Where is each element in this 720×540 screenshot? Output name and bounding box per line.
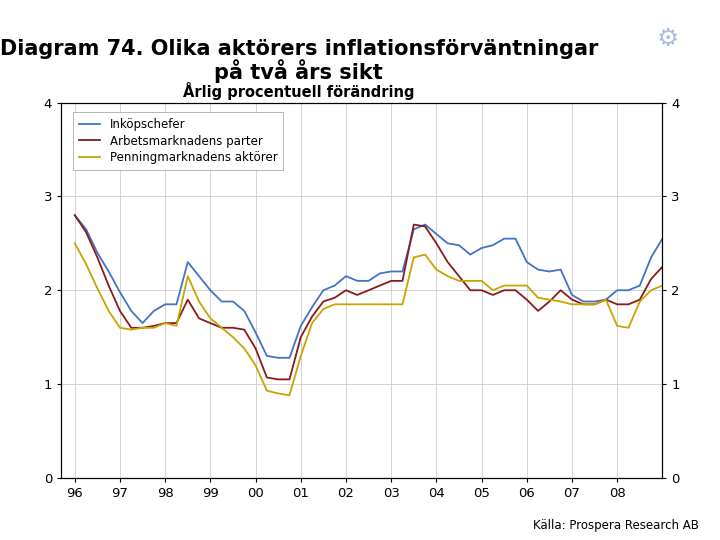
Inköpschefer <box>93 249 102 256</box>
Inköpschefer <box>703 193 712 200</box>
Text: SVERIGES
RIKSBANK: SVERIGES RIKSBANK <box>647 70 688 84</box>
Text: Diagram 74. Olika aktörers inflationsförväntningar: Diagram 74. Olika aktörers inflationsför… <box>0 38 598 59</box>
Arbetsmarknadens parter <box>104 282 113 289</box>
Line: Penningmarknadens aktörer: Penningmarknadens aktörer <box>75 244 708 395</box>
Arbetsmarknadens parter <box>353 292 361 298</box>
Text: ⚙: ⚙ <box>656 26 679 51</box>
Penningmarknadens aktörer <box>104 308 113 314</box>
Inköpschefer <box>104 268 113 275</box>
Penningmarknadens aktörer <box>285 392 294 399</box>
Legend: Inköpschefer, Arbetsmarknadens parter, Penningmarknadens aktörer: Inköpschefer, Arbetsmarknadens parter, P… <box>73 112 284 170</box>
Text: Källa: Prospera Research AB: Källa: Prospera Research AB <box>533 519 698 532</box>
Text: på två års sikt: på två års sikt <box>215 59 383 83</box>
Inköpschefer <box>274 355 282 361</box>
Line: Inköpschefer: Inköpschefer <box>75 197 708 358</box>
Penningmarknadens aktörer <box>353 301 361 308</box>
Penningmarknadens aktörer <box>511 282 520 289</box>
Inköpschefer <box>511 235 520 242</box>
Arbetsmarknadens parter <box>511 287 520 294</box>
Arbetsmarknadens parter <box>523 296 531 303</box>
Inköpschefer <box>523 259 531 265</box>
Line: Arbetsmarknadens parter: Arbetsmarknadens parter <box>75 197 708 380</box>
Penningmarknadens aktörer <box>523 282 531 289</box>
Arbetsmarknadens parter <box>274 376 282 383</box>
Arbetsmarknadens parter <box>93 254 102 261</box>
Inköpschefer <box>71 212 79 218</box>
Arbetsmarknadens parter <box>703 193 712 200</box>
Penningmarknadens aktörer <box>703 264 712 270</box>
Arbetsmarknadens parter <box>240 326 248 333</box>
Penningmarknadens aktörer <box>71 240 79 247</box>
Inköpschefer <box>240 308 248 314</box>
Penningmarknadens aktörer <box>93 285 102 292</box>
Inköpschefer <box>353 278 361 284</box>
Penningmarknadens aktörer <box>240 345 248 352</box>
Text: Årlig procentuell förändring: Årlig procentuell förändring <box>183 82 415 100</box>
Arbetsmarknadens parter <box>71 212 79 218</box>
